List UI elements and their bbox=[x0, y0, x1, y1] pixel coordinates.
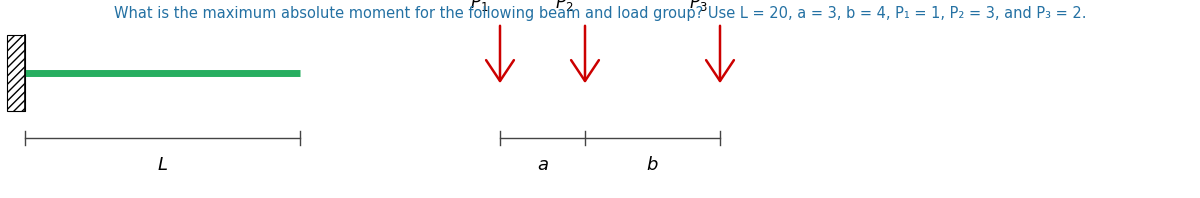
Text: b: b bbox=[647, 156, 658, 174]
Text: $P_3$: $P_3$ bbox=[690, 0, 708, 13]
Text: L: L bbox=[157, 156, 168, 174]
Text: What is the maximum absolute moment for the following beam and load group? Use L: What is the maximum absolute moment for … bbox=[114, 6, 1086, 21]
Text: $P_2$: $P_2$ bbox=[554, 0, 574, 13]
Bar bbox=[7, 35, 25, 111]
Text: a: a bbox=[538, 156, 548, 174]
Text: $P_1$: $P_1$ bbox=[469, 0, 488, 13]
